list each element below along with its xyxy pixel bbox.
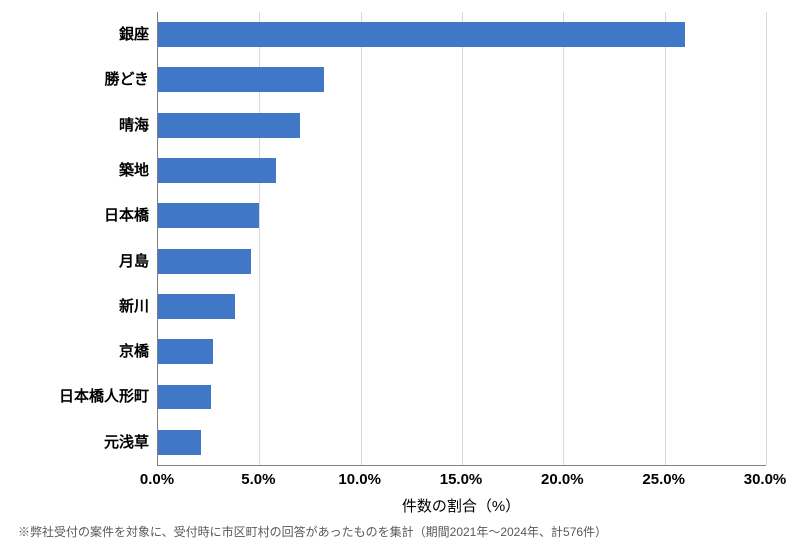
bar	[158, 158, 276, 183]
bar	[158, 22, 685, 47]
x-axis-tick-label: 0.0%	[140, 471, 174, 488]
y-axis-category-label: 日本橋人形町	[59, 374, 149, 419]
bar	[158, 249, 251, 274]
y-axis-category-label: 新川	[119, 284, 149, 329]
y-axis-category-label: 銀座	[119, 12, 149, 57]
y-axis-category-label: 勝どき	[104, 57, 149, 102]
y-axis-category-label: 元浅草	[104, 420, 149, 465]
gridline	[462, 12, 463, 465]
y-axis-category-label: 京橋	[119, 329, 149, 374]
gridline	[665, 12, 666, 465]
x-axis-tick-label: 10.0%	[338, 471, 381, 488]
x-axis-tick-label: 30.0%	[744, 471, 787, 488]
x-axis-title: 件数の割合（%）	[157, 495, 765, 516]
x-axis-tick-label: 25.0%	[642, 471, 685, 488]
gridline	[563, 12, 564, 465]
y-axis-category-label: 築地	[119, 148, 149, 193]
x-axis-tick-label: 5.0%	[241, 471, 275, 488]
y-axis-category-label: 日本橋	[104, 193, 149, 238]
y-axis-category-label: 月島	[119, 239, 149, 284]
chart-container: 銀座勝どき晴海築地日本橋月島新川京橋日本橋人形町元浅草 0.0% 5.0% 10.0…	[0, 0, 790, 551]
gridline	[361, 12, 362, 465]
x-axis-tick-label: 20.0%	[541, 471, 584, 488]
bar	[158, 203, 259, 228]
bar	[158, 67, 324, 92]
gridline	[766, 12, 767, 465]
bar	[158, 113, 300, 138]
bar	[158, 385, 211, 410]
chart-footnote: ※弊社受付の案件を対象に、受付時に市区町村の回答があったものを集計（期間2021…	[18, 523, 607, 540]
y-axis-category-label: 晴海	[119, 103, 149, 148]
x-axis-tick-label: 15.0%	[440, 471, 483, 488]
bar	[158, 294, 235, 319]
plot-area	[157, 12, 766, 466]
bar	[158, 430, 201, 455]
bar	[158, 339, 213, 364]
